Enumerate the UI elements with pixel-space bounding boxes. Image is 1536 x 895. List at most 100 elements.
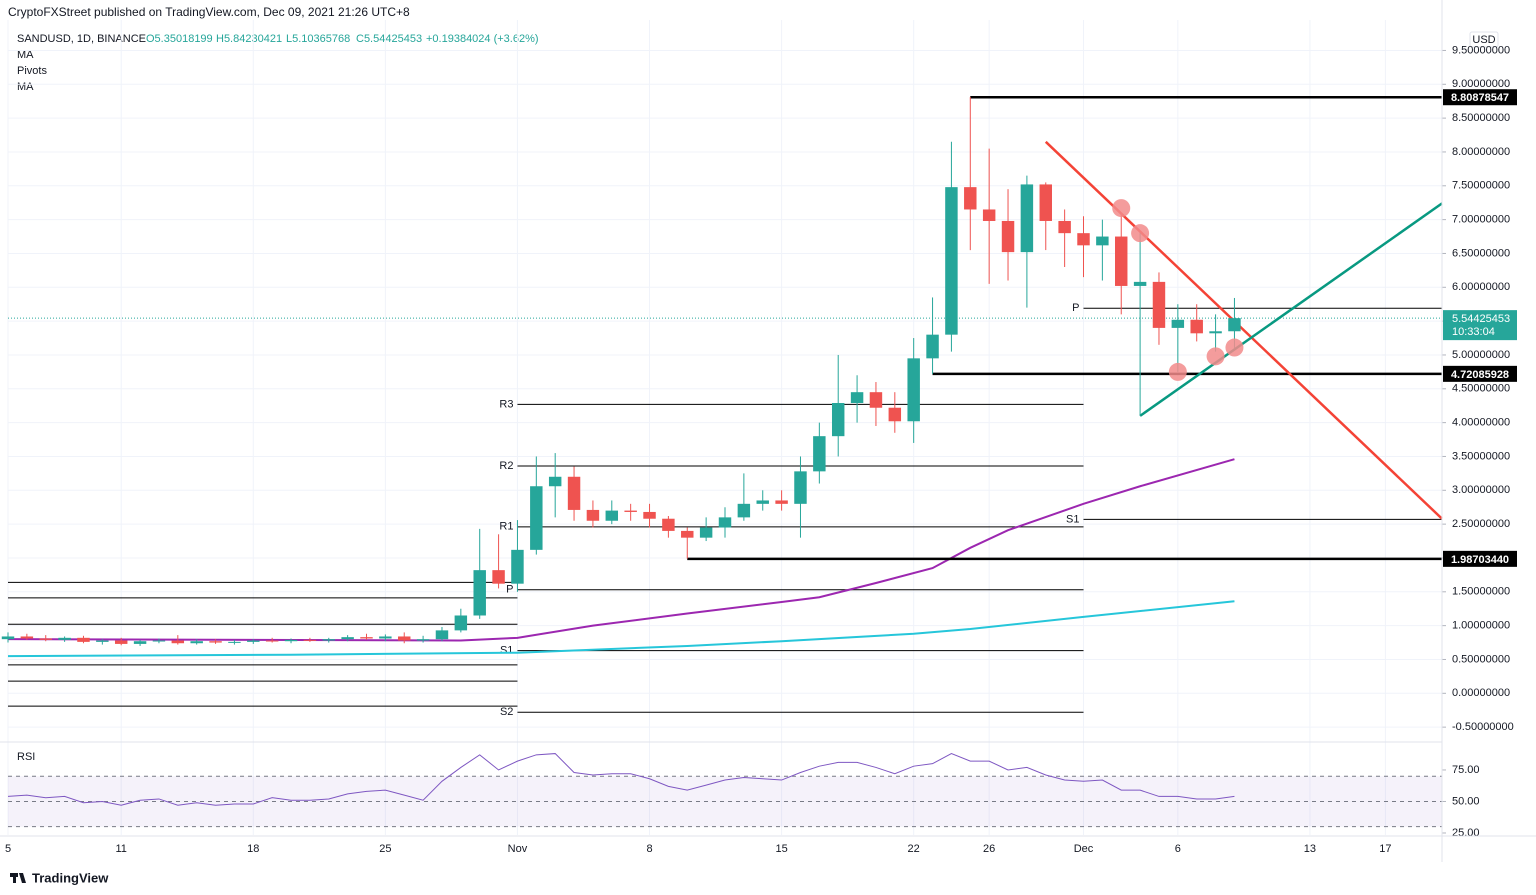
- moving-average: [7, 458, 1235, 642]
- marker: [1168, 362, 1187, 381]
- change-label: +0.19384024 (+3.62%): [426, 33, 539, 45]
- candle-body: [39, 638, 52, 640]
- ohlc-close: C5.54425453: [356, 33, 422, 45]
- candle-body: [114, 640, 128, 644]
- candle-body: [662, 518, 675, 531]
- y-tick-label: -0.50000000: [1452, 721, 1514, 733]
- candle-body: [322, 639, 335, 641]
- y-tick-label: 0.50000000: [1452, 653, 1510, 665]
- candle-body: [1133, 281, 1147, 286]
- y-tick-label: 3.50000000: [1452, 450, 1510, 462]
- candle-body: [567, 476, 581, 510]
- candle-body: [1096, 236, 1109, 246]
- candle-body: [152, 640, 166, 642]
- x-tick-label: 6: [1175, 843, 1181, 855]
- candle-body: [398, 636, 411, 641]
- y-tick-label: 6.00000000: [1452, 281, 1510, 293]
- candle-body: [1039, 184, 1052, 221]
- x-tick-label: Dec: [1074, 843, 1094, 855]
- pivot-label: S2: [500, 706, 513, 718]
- x-tick-label: 17: [1379, 843, 1391, 855]
- rsi-tick-label: 25.00: [1452, 827, 1480, 839]
- pivot-label: S1: [500, 645, 513, 657]
- candle-body: [813, 436, 826, 472]
- candle-body: [681, 530, 694, 538]
- candle-body: [228, 641, 241, 643]
- publish-header: CryptoFXStreet published on TradingView.…: [8, 5, 410, 19]
- candle-body: [360, 637, 373, 639]
- candle-body: [1020, 184, 1034, 253]
- marker: [1112, 199, 1131, 218]
- candle-body: [20, 636, 34, 639]
- candle-body: [775, 500, 788, 504]
- candle-body: [794, 471, 807, 504]
- rsi-title: RSI: [17, 751, 35, 763]
- candle-body: [303, 639, 317, 641]
- y-tick-label: 8.50000000: [1452, 112, 1510, 124]
- rsi-line: [7, 753, 1235, 806]
- x-tick-label: 11: [115, 843, 126, 855]
- y-tick-label: 9.50000000: [1452, 44, 1510, 56]
- x-tick-label: Nov: [508, 843, 528, 855]
- legend-entry[interactable]: Pivots: [17, 65, 47, 77]
- currency-box: [1469, 31, 1499, 48]
- candle-body: [379, 636, 392, 639]
- y-tick-label: 1.50000000: [1452, 586, 1510, 598]
- candle-body: [58, 637, 71, 640]
- candle-body: [926, 334, 939, 359]
- candle-body: [247, 640, 260, 642]
- candle-body: [341, 637, 354, 640]
- candle-body: [548, 476, 562, 487]
- y-tick-label: 4.00000000: [1452, 417, 1510, 429]
- ohlc-low: L5.10365768: [286, 33, 350, 45]
- trendline: [1139, 202, 1443, 417]
- candle-body: [96, 640, 109, 642]
- rsi-tick-label: 75.00: [1452, 764, 1480, 776]
- rsi-tick-label: 50.00: [1452, 795, 1480, 807]
- pivot-label: P: [506, 584, 513, 596]
- last-price-label: 5.54425453: [1452, 313, 1510, 325]
- candle-body: [605, 510, 619, 521]
- candle-body: [1001, 220, 1015, 253]
- candle-body: [699, 527, 713, 538]
- y-tick-label: 6.50000000: [1452, 247, 1510, 259]
- y-tick-label: 1.00000000: [1452, 620, 1510, 632]
- candle-body: [643, 511, 656, 519]
- candle-body: [416, 639, 430, 641]
- candle-body: [907, 358, 920, 422]
- candle-body: [473, 570, 486, 616]
- candle-body: [718, 517, 732, 528]
- symbol-title: SANDUSD, 1D, BINANCE: [17, 33, 146, 45]
- y-tick-label: 7.50000000: [1452, 180, 1510, 192]
- candle-body: [209, 641, 222, 643]
- candle-body: [869, 392, 883, 408]
- x-tick-label: 8: [646, 843, 652, 855]
- trendline: [1044, 140, 1443, 520]
- y-tick-label: 4.50000000: [1452, 383, 1510, 395]
- level-label-box: [1443, 550, 1517, 567]
- candle-body: [1190, 319, 1203, 334]
- legend-entry[interactable]: MA: [17, 49, 34, 61]
- x-tick-label: 13: [1304, 843, 1316, 855]
- pivot-label: R1: [499, 521, 513, 533]
- level-label: 4.72085928: [1451, 369, 1509, 381]
- y-tick-label: 8.00000000: [1452, 146, 1510, 158]
- candle-body: [492, 570, 505, 584]
- footer-brand: TradingView: [32, 870, 109, 885]
- candle-body: [435, 630, 449, 640]
- legend-entry[interactable]: MA: [17, 81, 34, 93]
- y-tick-label: 5.00000000: [1452, 349, 1510, 361]
- candle-body: [888, 407, 902, 422]
- pivot-label: R3: [499, 398, 513, 410]
- x-tick-label: 26: [983, 843, 995, 855]
- pivot-label: P: [1072, 302, 1079, 314]
- candle-body: [756, 500, 769, 504]
- level-label: 8.80878547: [1451, 92, 1509, 104]
- candle-body: [831, 403, 845, 437]
- candle-body: [982, 209, 996, 221]
- candle-body: [1077, 233, 1090, 246]
- currency: USD: [1472, 34, 1495, 46]
- candle-body: [1115, 236, 1128, 286]
- ohlc-open: O5.35018199: [146, 33, 213, 45]
